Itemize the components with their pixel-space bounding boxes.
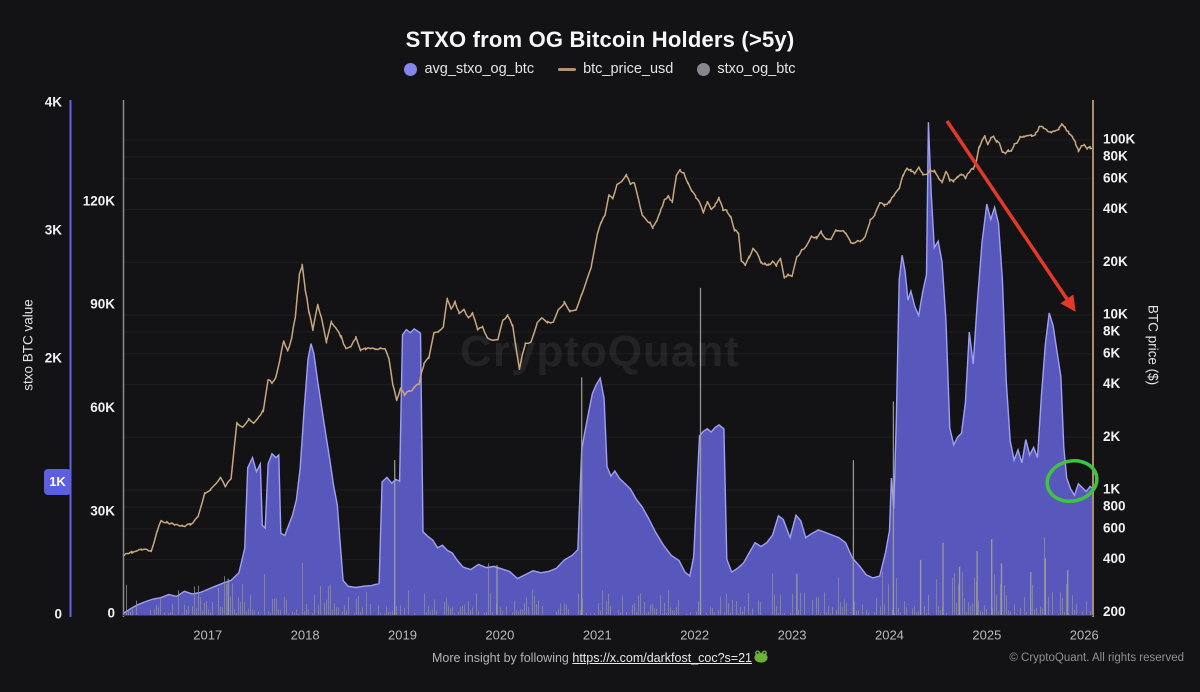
x-axis-label: 2019 (388, 627, 417, 642)
left-og-tick: 120K (83, 193, 116, 208)
right-price-tick: 800 (1103, 499, 1126, 514)
frog-emoji-icon (754, 650, 768, 666)
right-axis-title: BTC price ($) (1145, 304, 1161, 386)
stxo-og-spikes (126, 537, 1091, 615)
left-stxo-tick: 4K (45, 95, 63, 110)
x-axis-label: 2026 (1070, 627, 1099, 642)
avg-stxo-edge (122, 122, 1094, 615)
left-stxo-tick: 3K (45, 223, 63, 238)
left-og-tick: 90K (90, 297, 115, 312)
x-axis-label: 2025 (972, 627, 1001, 642)
btc_price_usd-marker-icon (558, 67, 577, 71)
legend-label: btc_price_usd (583, 61, 674, 77)
stxo-og-notable-spikes (227, 287, 1069, 615)
left-og-tick: 60K (90, 400, 115, 415)
stxo_og_btc-marker-icon (697, 62, 711, 76)
right-price-tick: 600 (1103, 520, 1126, 535)
footer-link[interactable]: https://x.com/darkfost_coc?s=21 (572, 651, 752, 665)
legend-item-stxo_og_btc[interactable]: stxo_og_btc (697, 61, 796, 77)
btc-price-line (122, 122, 1094, 558)
right-price-tick: 10K (1103, 307, 1128, 322)
legend-item-avg_stxo_og_btc[interactable]: avg_stxo_og_btc (404, 61, 534, 77)
right-price-tick: 100K (1103, 132, 1136, 147)
avg-stxo-area (123, 122, 1093, 615)
red-downtrend-arrow (945, 120, 1076, 312)
left-og-tick: 0 (107, 606, 115, 621)
right-price-tick: 8K (1103, 324, 1121, 339)
footer-note: More insight by following https://x.com/… (0, 650, 1200, 666)
left-stxo-tick: 0 (54, 607, 62, 622)
x-axis-label: 2022 (680, 627, 709, 642)
legend-item-btc_price_usd[interactable]: btc_price_usd (558, 61, 673, 77)
chart-title: STXO from OG Bitcoin Holders (>5y) (405, 27, 795, 52)
right-price-tick: 80K (1103, 149, 1128, 164)
right-price-tick: 40K (1103, 201, 1128, 216)
x-axis-label: 2024 (875, 627, 904, 642)
copyright-text: © CryptoQuant. All rights reserved (1009, 652, 1184, 664)
x-axis-label: 2023 (778, 627, 807, 642)
avg_stxo_og_btc-marker-icon (404, 62, 418, 76)
left-axis-title: stxo BTC value (20, 299, 36, 391)
x-axis-label: 2021 (583, 627, 612, 642)
footer-prefix: More insight by following (432, 651, 573, 665)
right-price-tick: 200 (1103, 604, 1126, 619)
legend: avg_stxo_og_btc btc_price_usd stxo_og_btc (0, 61, 1200, 77)
left-stxo-tick: 2K (45, 351, 63, 366)
right-price-tick: 20K (1103, 254, 1128, 269)
x-axis-label: 2018 (291, 627, 320, 642)
current-value-badge: 1K (44, 469, 71, 495)
right-price-tick: 2K (1103, 429, 1121, 444)
right-price-tick: 400 (1103, 551, 1126, 566)
legend-label: avg_stxo_og_btc (424, 61, 535, 77)
x-axis-label: 2017 (193, 627, 222, 642)
legend-label: stxo_og_btc (717, 61, 796, 77)
green-highlight-circle (1045, 459, 1099, 503)
right-price-tick: 6K (1103, 345, 1121, 360)
right-price-tick: 60K (1103, 170, 1128, 185)
left-og-tick: 30K (90, 503, 115, 518)
right-price-tick: 1K (1103, 482, 1121, 497)
right-price-tick: 4K (1103, 376, 1121, 391)
x-axis-label: 2020 (485, 627, 514, 642)
